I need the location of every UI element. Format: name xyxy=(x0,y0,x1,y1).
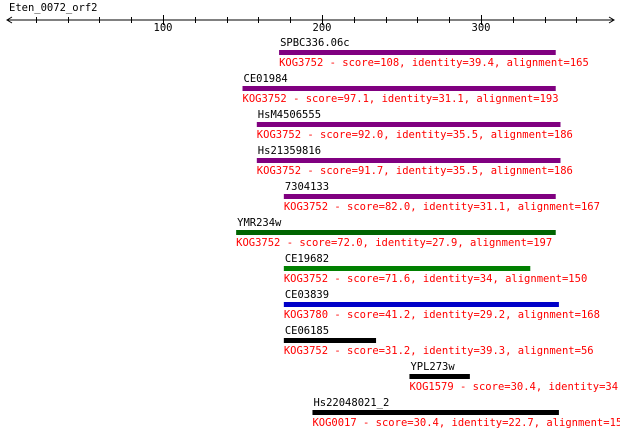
hit-alignment-bar[interactable] xyxy=(236,230,556,235)
hit-detail: KOG3752 - score=72.0, identity=27.9, ali… xyxy=(236,237,552,249)
hit-alignment-bar[interactable] xyxy=(409,374,470,379)
hit-row[interactable]: SPBC336.06c KOG3752 - score=108, identity… xyxy=(279,37,589,69)
hit-row[interactable]: CE01984 KOG3752 - score=97.1, identity=31… xyxy=(242,73,559,105)
hit-detail: KOG3752 - score=108, identity=39.4, alig… xyxy=(279,57,589,69)
hit-detail: KOG3752 - score=97.1, identity=31.1, ali… xyxy=(243,93,559,105)
hit-alignment-bar[interactable] xyxy=(312,410,559,415)
hit-name[interactable]: CE01984 xyxy=(244,73,288,85)
hit-name[interactable]: 7304133 xyxy=(285,181,329,193)
hit-row[interactable]: CE06185 KOG3752 - score=31.2, identity=39… xyxy=(283,325,594,357)
ruler-right-arrow-icon xyxy=(608,16,615,24)
hit-alignment-bar[interactable] xyxy=(242,86,556,91)
hit-row[interactable]: Hs21359816 KOG3752 - score=91.7, identity… xyxy=(256,145,573,177)
hit-alignment-bar[interactable] xyxy=(283,194,556,199)
hit-row[interactable]: CE03839 KOG3780 - score=41.2, identity=29… xyxy=(283,289,600,321)
ruler-tick-label: 200 xyxy=(313,22,332,34)
hit-alignment-bar[interactable] xyxy=(283,266,531,271)
ruler-left-arrow-icon xyxy=(6,16,13,24)
hit-detail: KOG0017 - score=30.4, identity=22.7, ali… xyxy=(312,417,620,429)
hit-detail: KOG1579 - score=30.4, identity=34. xyxy=(409,381,620,393)
hit-detail: KOG3752 - score=92.0, identity=35.5, ali… xyxy=(257,129,573,141)
hit-alignment-bar[interactable] xyxy=(256,122,561,127)
sequence-ruler: Eten_0072_orf2 100 200 300 xyxy=(6,2,615,34)
hit-name[interactable]: YPL273w xyxy=(410,361,455,373)
hit-row[interactable]: CE19682 KOG3752 - score=71.6, identity=34… xyxy=(283,253,587,285)
ruler-title: Eten_0072_orf2 xyxy=(9,2,98,14)
hit-name[interactable]: CE19682 xyxy=(285,253,329,265)
hit-alignment-bar[interactable] xyxy=(283,302,559,307)
hit-detail: KOG3752 - score=71.6, identity=34, align… xyxy=(284,273,587,285)
hit-name[interactable]: Hs22048021_2 xyxy=(313,397,389,409)
hit-name[interactable]: HsM4506555 xyxy=(258,109,321,121)
hit-row[interactable]: HsM4506555 KOG3752 - score=92.0, identity… xyxy=(256,109,573,141)
hit-row[interactable]: YMR234w KOG3752 - score=72.0, identity=27… xyxy=(236,217,556,249)
hit-alignment-bar[interactable] xyxy=(279,50,556,55)
hit-detail: KOG3780 - score=41.2, identity=29.2, ali… xyxy=(284,309,600,321)
hit-row[interactable]: YPL273w KOG1579 - score=30.4, identity=34… xyxy=(409,361,620,393)
ruler-tick-label: 100 xyxy=(154,22,173,34)
hit-row[interactable]: Hs22048021_2 KOG0017 - score=30.4, identi… xyxy=(312,397,620,429)
hit-name[interactable]: CE06185 xyxy=(285,325,329,337)
hit-detail: KOG3752 - score=31.2, identity=39.3, ali… xyxy=(284,345,594,357)
hit-row[interactable]: 7304133 KOG3752 - score=82.0, identity=31… xyxy=(283,181,600,213)
hit-detail: KOG3752 - score=82.0, identity=31.1, ali… xyxy=(284,201,600,213)
hit-alignment-bar[interactable] xyxy=(283,338,377,343)
ruler-tick-label: 300 xyxy=(472,22,491,34)
hit-list: SPBC336.06c KOG3752 - score=108, identity… xyxy=(236,37,620,429)
hit-detail: KOG3752 - score=91.7, identity=35.5, ali… xyxy=(257,165,573,177)
hit-name[interactable]: Hs21359816 xyxy=(258,145,321,157)
hit-name[interactable]: CE03839 xyxy=(285,289,329,301)
hit-name[interactable]: SPBC336.06c xyxy=(280,37,350,49)
hit-alignment-bar[interactable] xyxy=(256,158,561,163)
hit-name[interactable]: YMR234w xyxy=(237,217,282,229)
